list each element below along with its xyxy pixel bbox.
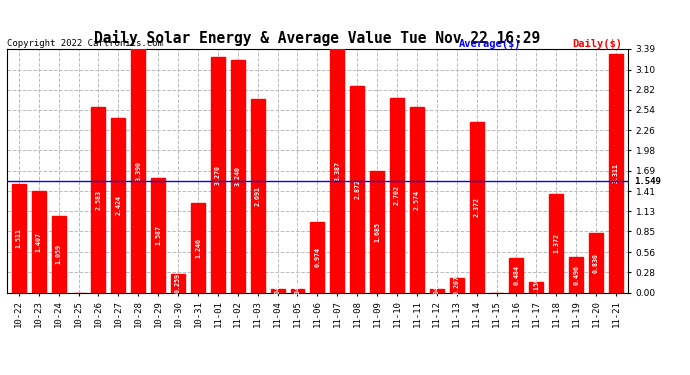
Bar	[450, 278, 464, 292]
Text: 2.872: 2.872	[354, 179, 360, 199]
Bar	[92, 107, 106, 292]
Bar	[290, 290, 304, 292]
Text: 1.587: 1.587	[155, 225, 161, 246]
Text: Daily($): Daily($)	[573, 39, 622, 50]
Text: 1.246: 1.246	[195, 238, 201, 258]
Text: 0.496: 0.496	[573, 265, 579, 285]
Text: 2.424: 2.424	[115, 195, 121, 215]
Bar	[191, 203, 205, 292]
Bar	[32, 191, 46, 292]
Text: 0.047: 0.047	[434, 281, 440, 301]
Title: Daily Solar Energy & Average Value Tue Nov 22 16:29: Daily Solar Energy & Average Value Tue N…	[95, 30, 540, 46]
Bar	[52, 216, 66, 292]
Text: Copyright 2022 Cartronics.com: Copyright 2022 Cartronics.com	[7, 39, 163, 48]
Bar	[171, 274, 185, 292]
Bar	[111, 118, 126, 292]
Bar	[549, 194, 563, 292]
Text: 1.372: 1.372	[553, 233, 560, 253]
Bar	[569, 257, 583, 292]
Bar	[310, 222, 324, 292]
Text: 3.390: 3.390	[135, 160, 141, 181]
Text: 0.974: 0.974	[315, 248, 320, 267]
Text: 0.207: 0.207	[454, 275, 460, 295]
Bar	[270, 289, 284, 292]
Text: 0.259: 0.259	[175, 273, 181, 293]
Bar	[12, 184, 26, 292]
Text: 0.049: 0.049	[275, 281, 281, 301]
Text: 0.484: 0.484	[513, 265, 520, 285]
Bar	[211, 57, 225, 292]
Text: Average($): Average($)	[459, 39, 522, 50]
Text: 2.372: 2.372	[473, 197, 480, 217]
Text: 3.387: 3.387	[334, 161, 340, 181]
Bar	[410, 107, 424, 292]
Bar	[331, 49, 344, 292]
Text: 2.702: 2.702	[394, 185, 400, 206]
Text: 2.691: 2.691	[255, 186, 261, 206]
Bar	[509, 258, 524, 292]
Bar	[151, 178, 165, 292]
Text: 0.830: 0.830	[593, 253, 599, 273]
Text: 0.150: 0.150	[533, 277, 540, 297]
Bar	[589, 233, 603, 292]
Bar	[470, 122, 484, 292]
Bar	[351, 86, 364, 292]
Text: 1.511: 1.511	[16, 228, 22, 248]
Bar	[430, 289, 444, 292]
Text: 2.574: 2.574	[414, 190, 420, 210]
Text: 0.044: 0.044	[295, 281, 301, 301]
Text: 3.270: 3.270	[215, 165, 221, 185]
Text: 1.059: 1.059	[56, 244, 61, 264]
Text: 2.583: 2.583	[95, 190, 101, 210]
Text: 3.311: 3.311	[613, 164, 619, 183]
Bar	[131, 49, 145, 292]
Bar	[529, 282, 543, 292]
Bar	[250, 99, 265, 292]
Bar	[390, 98, 404, 292]
Text: 1.407: 1.407	[36, 232, 42, 252]
Bar	[231, 60, 245, 292]
Bar	[370, 171, 384, 292]
Text: 1.685: 1.685	[374, 222, 380, 242]
Text: 1.549: 1.549	[634, 177, 661, 186]
Bar	[609, 54, 623, 292]
Text: 3.240: 3.240	[235, 166, 241, 186]
